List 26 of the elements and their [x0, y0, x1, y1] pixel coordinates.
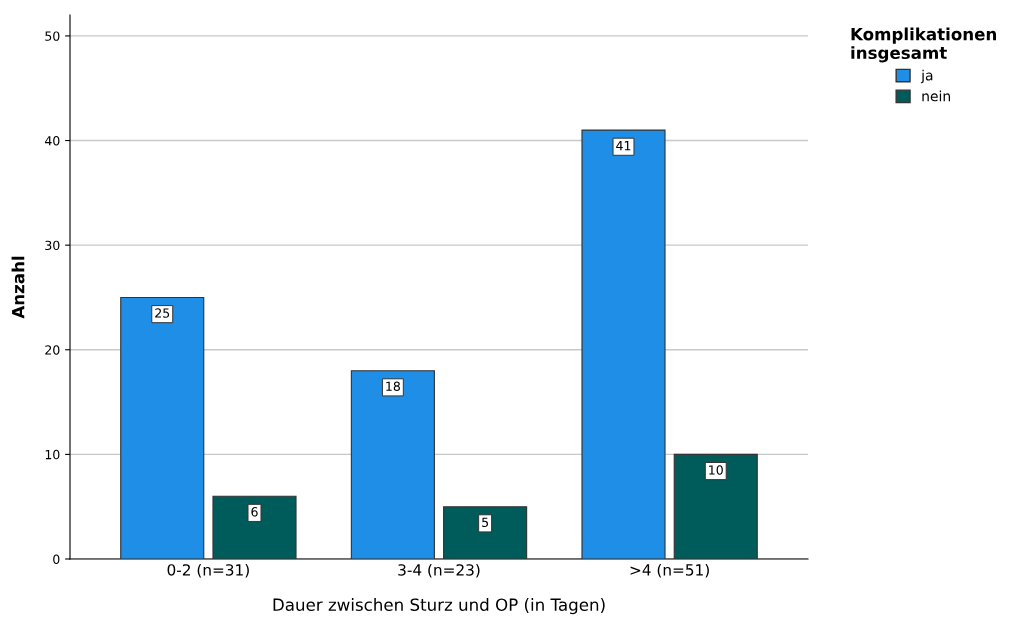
legend-title: Komplikationen insgesamt — [851, 27, 997, 63]
data-label: 18 — [386, 381, 400, 391]
legend-label: nein — [922, 90, 950, 102]
bar — [120, 296, 205, 559]
y-tick-label: 10 — [45, 449, 60, 460]
bar — [581, 129, 666, 559]
y-tick-label: 30 — [45, 240, 60, 251]
y-tick-label: 20 — [45, 345, 60, 355]
data-label: 5 — [482, 517, 489, 527]
legend-label: ja — [920, 69, 933, 84]
data-label: 41 — [616, 141, 631, 151]
data-label: 10 — [709, 465, 723, 475]
data-label: 6 — [251, 507, 258, 517]
y-tick-label: 0 — [53, 554, 60, 564]
bar — [212, 495, 297, 559]
x-tick-label: 3-4 (n=23) — [398, 563, 480, 578]
x-axis-title: Dauer zwischen Sturz und OP (in Tagen) — [273, 598, 605, 615]
data-label: 25 — [155, 308, 170, 318]
x-tick-label: >4 (n=51) — [630, 563, 709, 578]
y-tick-label: 40 — [44, 136, 60, 146]
y-tick-label: 50 — [45, 31, 60, 41]
y-axis-title: Anzahl — [11, 256, 25, 319]
bar — [673, 453, 758, 559]
bar — [350, 370, 435, 559]
x-tick-label: 0-2 (n=31) — [167, 563, 249, 578]
bar — [443, 506, 528, 559]
